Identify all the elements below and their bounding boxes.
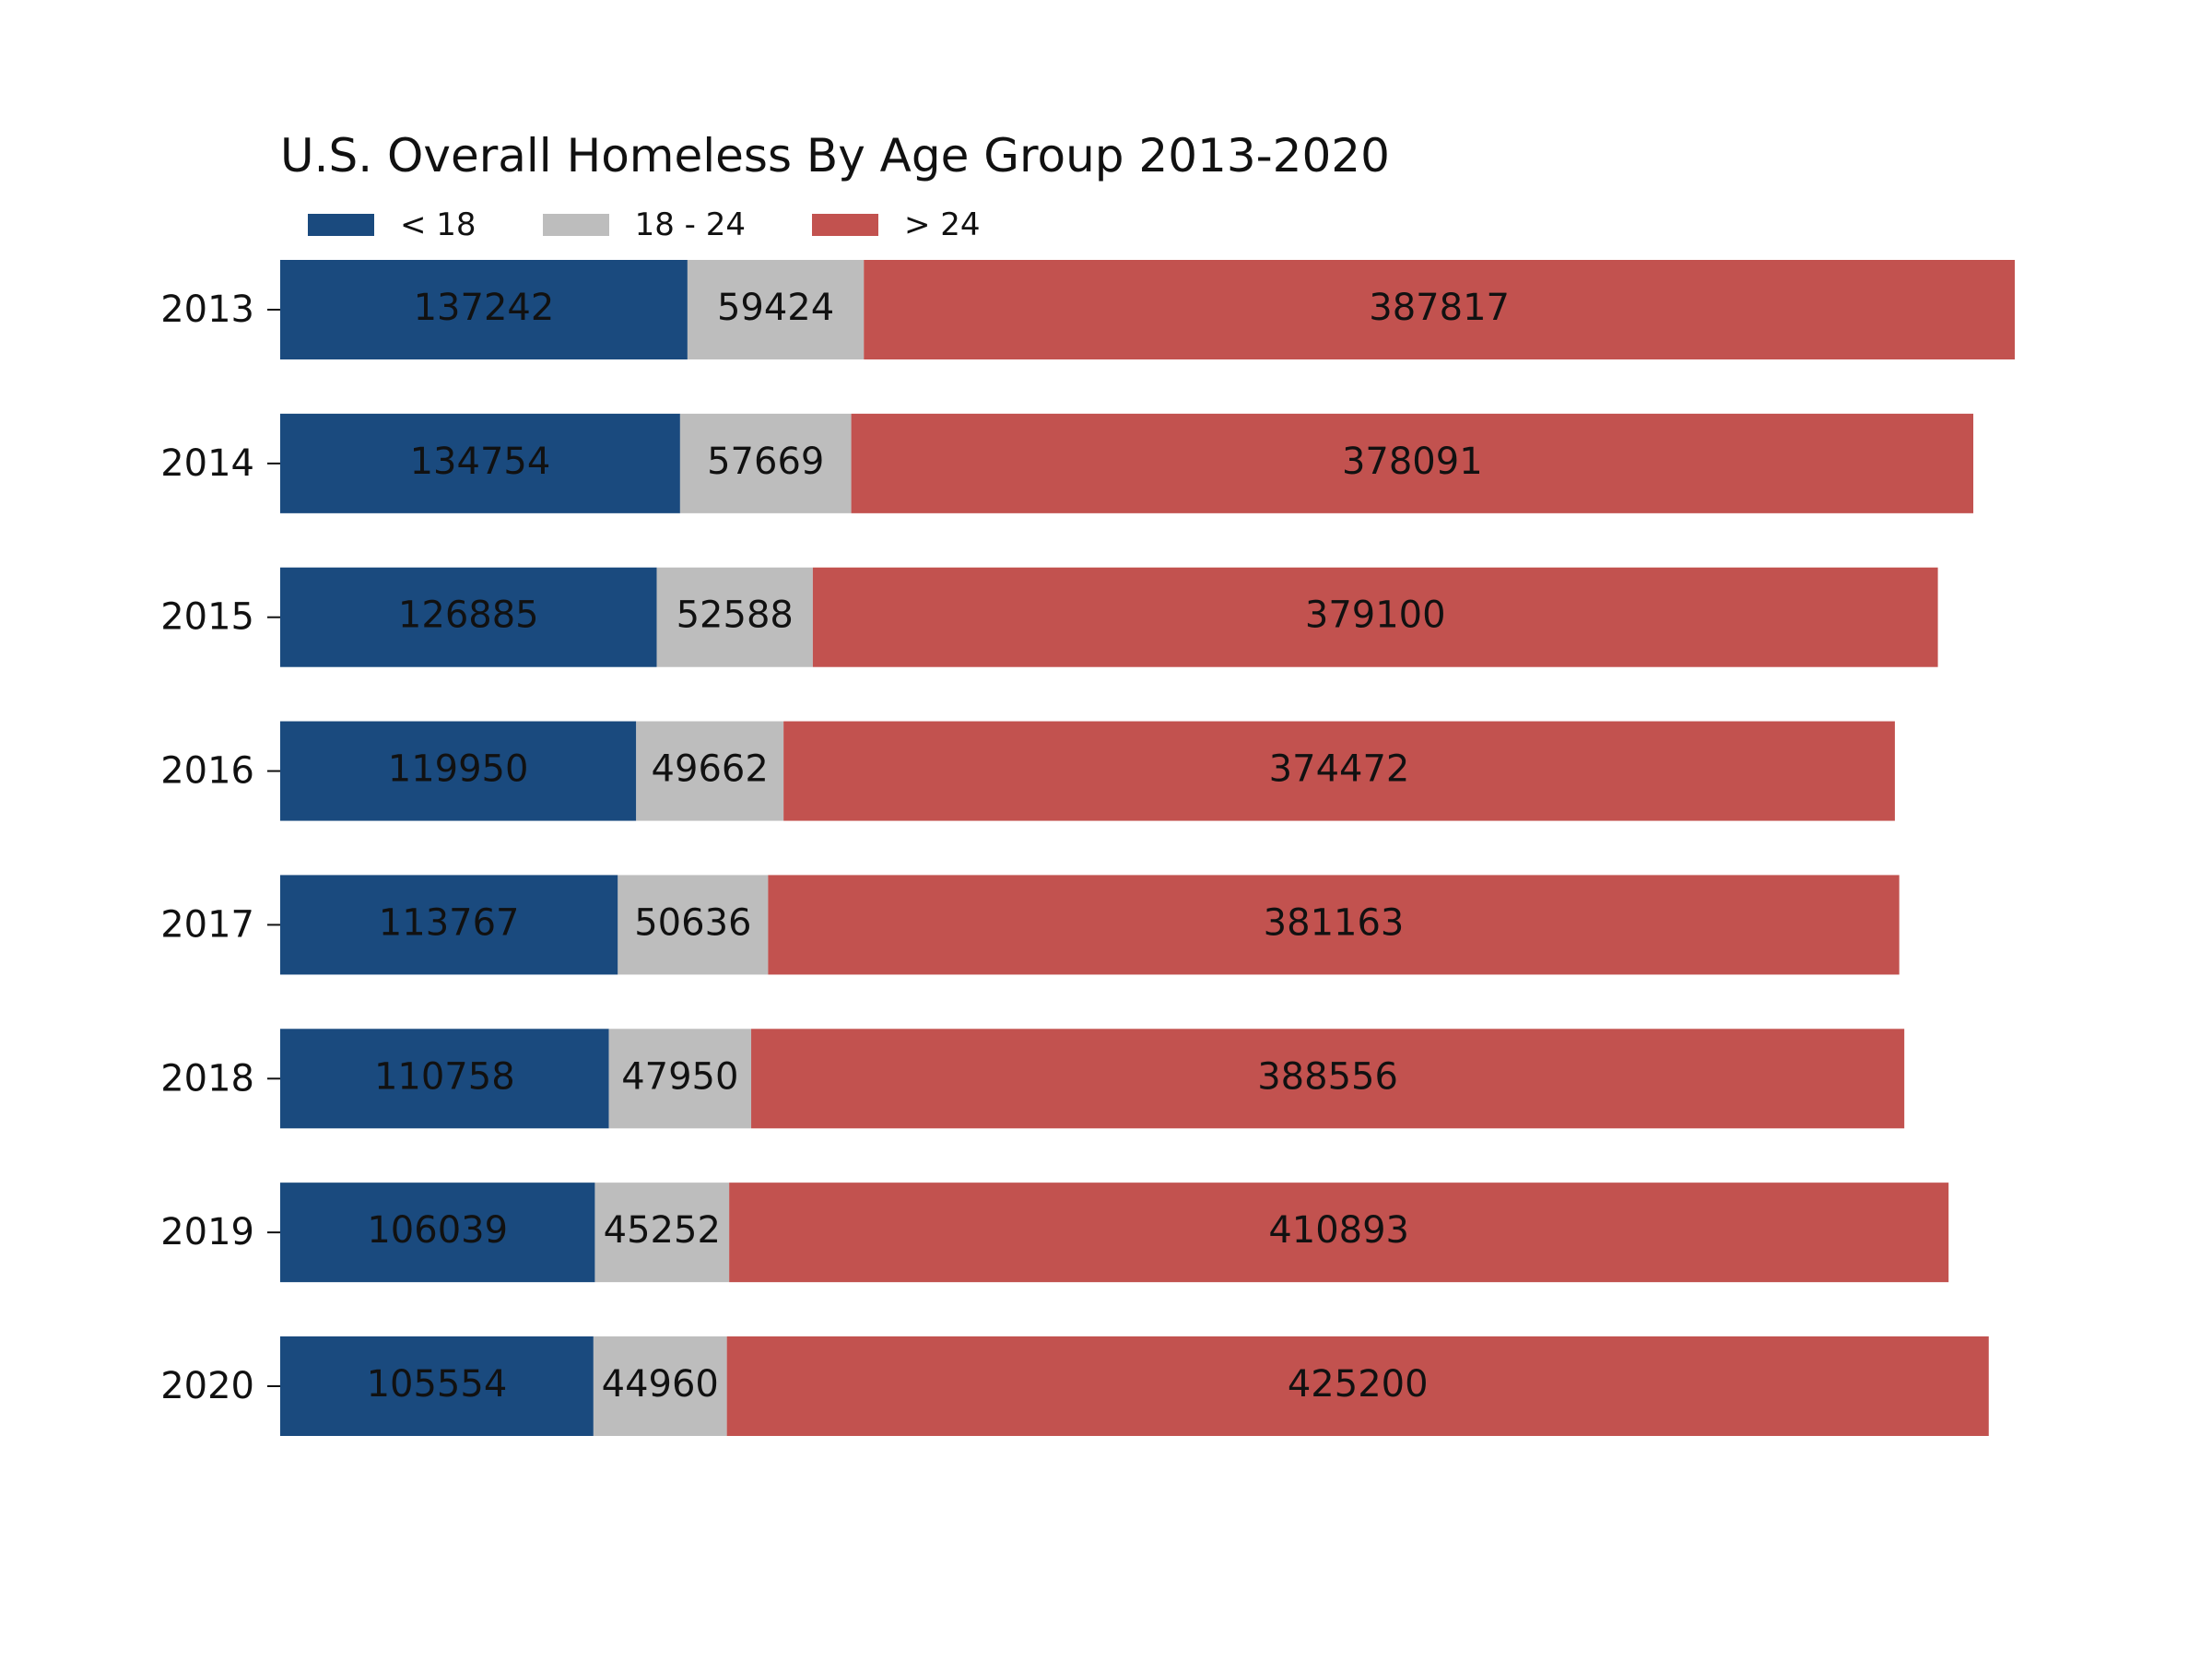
bar-over-24-2020 (726, 1335, 1989, 1436)
bar-under-18-2013 (280, 260, 688, 359)
bar-over-24-2013 (864, 260, 2015, 359)
bar-under-18-2018 (280, 1029, 609, 1129)
bar-18-24-2017 (618, 875, 769, 975)
legend-swatch-over-24 (811, 214, 878, 236)
value-label-over-24-2016: 374472 (1269, 748, 1410, 791)
chart-title: U.S. Overall Homeless By Age Group 2013-… (280, 129, 1390, 182)
legend-item-under-18: < 18 (308, 206, 477, 243)
bar-over-24-2017 (768, 875, 1900, 975)
value-label-over-24-2013: 387817 (1369, 287, 1510, 329)
value-label-over-24-2019: 410893 (1268, 1209, 1409, 1252)
value-label-over-24-2018: 388556 (1257, 1055, 1398, 1098)
legend-swatch-18-24 (542, 214, 609, 236)
y-tick-label-2015: 2015 (160, 596, 254, 639)
bar-over-24-2018 (751, 1029, 1905, 1129)
legend-label-under-18: < 18 (400, 206, 477, 243)
y-tick-label-2020: 2020 (160, 1365, 254, 1407)
y-tick-label-2014: 2014 (160, 442, 254, 485)
bar-18-24-2014 (679, 413, 852, 513)
y-tick-label-2013: 2013 (160, 288, 254, 331)
value-label-under-18-2019: 106039 (367, 1209, 508, 1252)
legend-label-18-24: 18 - 24 (634, 206, 746, 243)
value-label-18-24-2019: 45252 (604, 1209, 721, 1252)
value-label-18-24-2013: 59424 (717, 287, 834, 329)
value-label-under-18-2013: 137242 (414, 287, 555, 329)
bar-18-24-2013 (687, 260, 865, 359)
value-label-over-24-2017: 381163 (1264, 901, 1405, 944)
value-label-under-18-2017: 113767 (379, 901, 520, 944)
bar-under-18-2014 (280, 413, 680, 513)
value-label-18-24-2018: 47950 (621, 1055, 738, 1098)
value-label-18-24-2016: 49662 (652, 748, 769, 791)
legend-item-18-24: 18 - 24 (542, 206, 746, 243)
bar-under-18-2015 (280, 567, 657, 667)
value-label-over-24-2015: 379100 (1305, 594, 1446, 637)
bar-under-18-2016 (280, 721, 637, 821)
value-label-over-24-2014: 378091 (1342, 441, 1483, 483)
y-tick-label-2016: 2016 (160, 750, 254, 793)
value-label-under-18-2018: 110758 (374, 1055, 515, 1098)
bar-under-18-2020 (280, 1335, 594, 1436)
legend-label-over-24: > 24 (903, 206, 981, 243)
legend-item-over-24: > 24 (811, 206, 981, 243)
value-label-under-18-2015: 126885 (398, 594, 539, 637)
value-label-under-18-2020: 105554 (367, 1363, 508, 1406)
y-tick-label-2018: 2018 (160, 1057, 254, 1100)
y-tick-label-2019: 2019 (160, 1211, 254, 1253)
value-label-under-18-2014: 134754 (410, 441, 551, 483)
bar-under-18-2017 (280, 875, 618, 975)
value-label-18-24-2020: 44960 (602, 1363, 719, 1406)
y-tick-label-2017: 2017 (160, 903, 254, 946)
bar-18-24-2016 (636, 721, 784, 821)
bar-over-24-2016 (783, 721, 1895, 821)
chart-legend: < 18 18 - 24 > 24 (308, 205, 1047, 245)
bar-under-18-2019 (280, 1182, 595, 1283)
value-label-18-24-2017: 50636 (634, 901, 751, 944)
bar-over-24-2019 (729, 1182, 1949, 1283)
value-label-over-24-2020: 425200 (1288, 1363, 1429, 1406)
bar-over-24-2015 (812, 567, 1938, 667)
value-label-under-18-2016: 119950 (388, 748, 529, 791)
value-label-18-24-2014: 57669 (707, 441, 824, 483)
bar-over-24-2014 (851, 413, 1974, 513)
bar-18-24-2020 (593, 1335, 727, 1436)
bar-18-24-2019 (594, 1182, 730, 1283)
bar-18-24-2015 (656, 567, 813, 667)
bar-18-24-2018 (608, 1029, 752, 1129)
legend-swatch-under-18 (308, 214, 374, 236)
value-label-18-24-2015: 52588 (677, 594, 794, 637)
